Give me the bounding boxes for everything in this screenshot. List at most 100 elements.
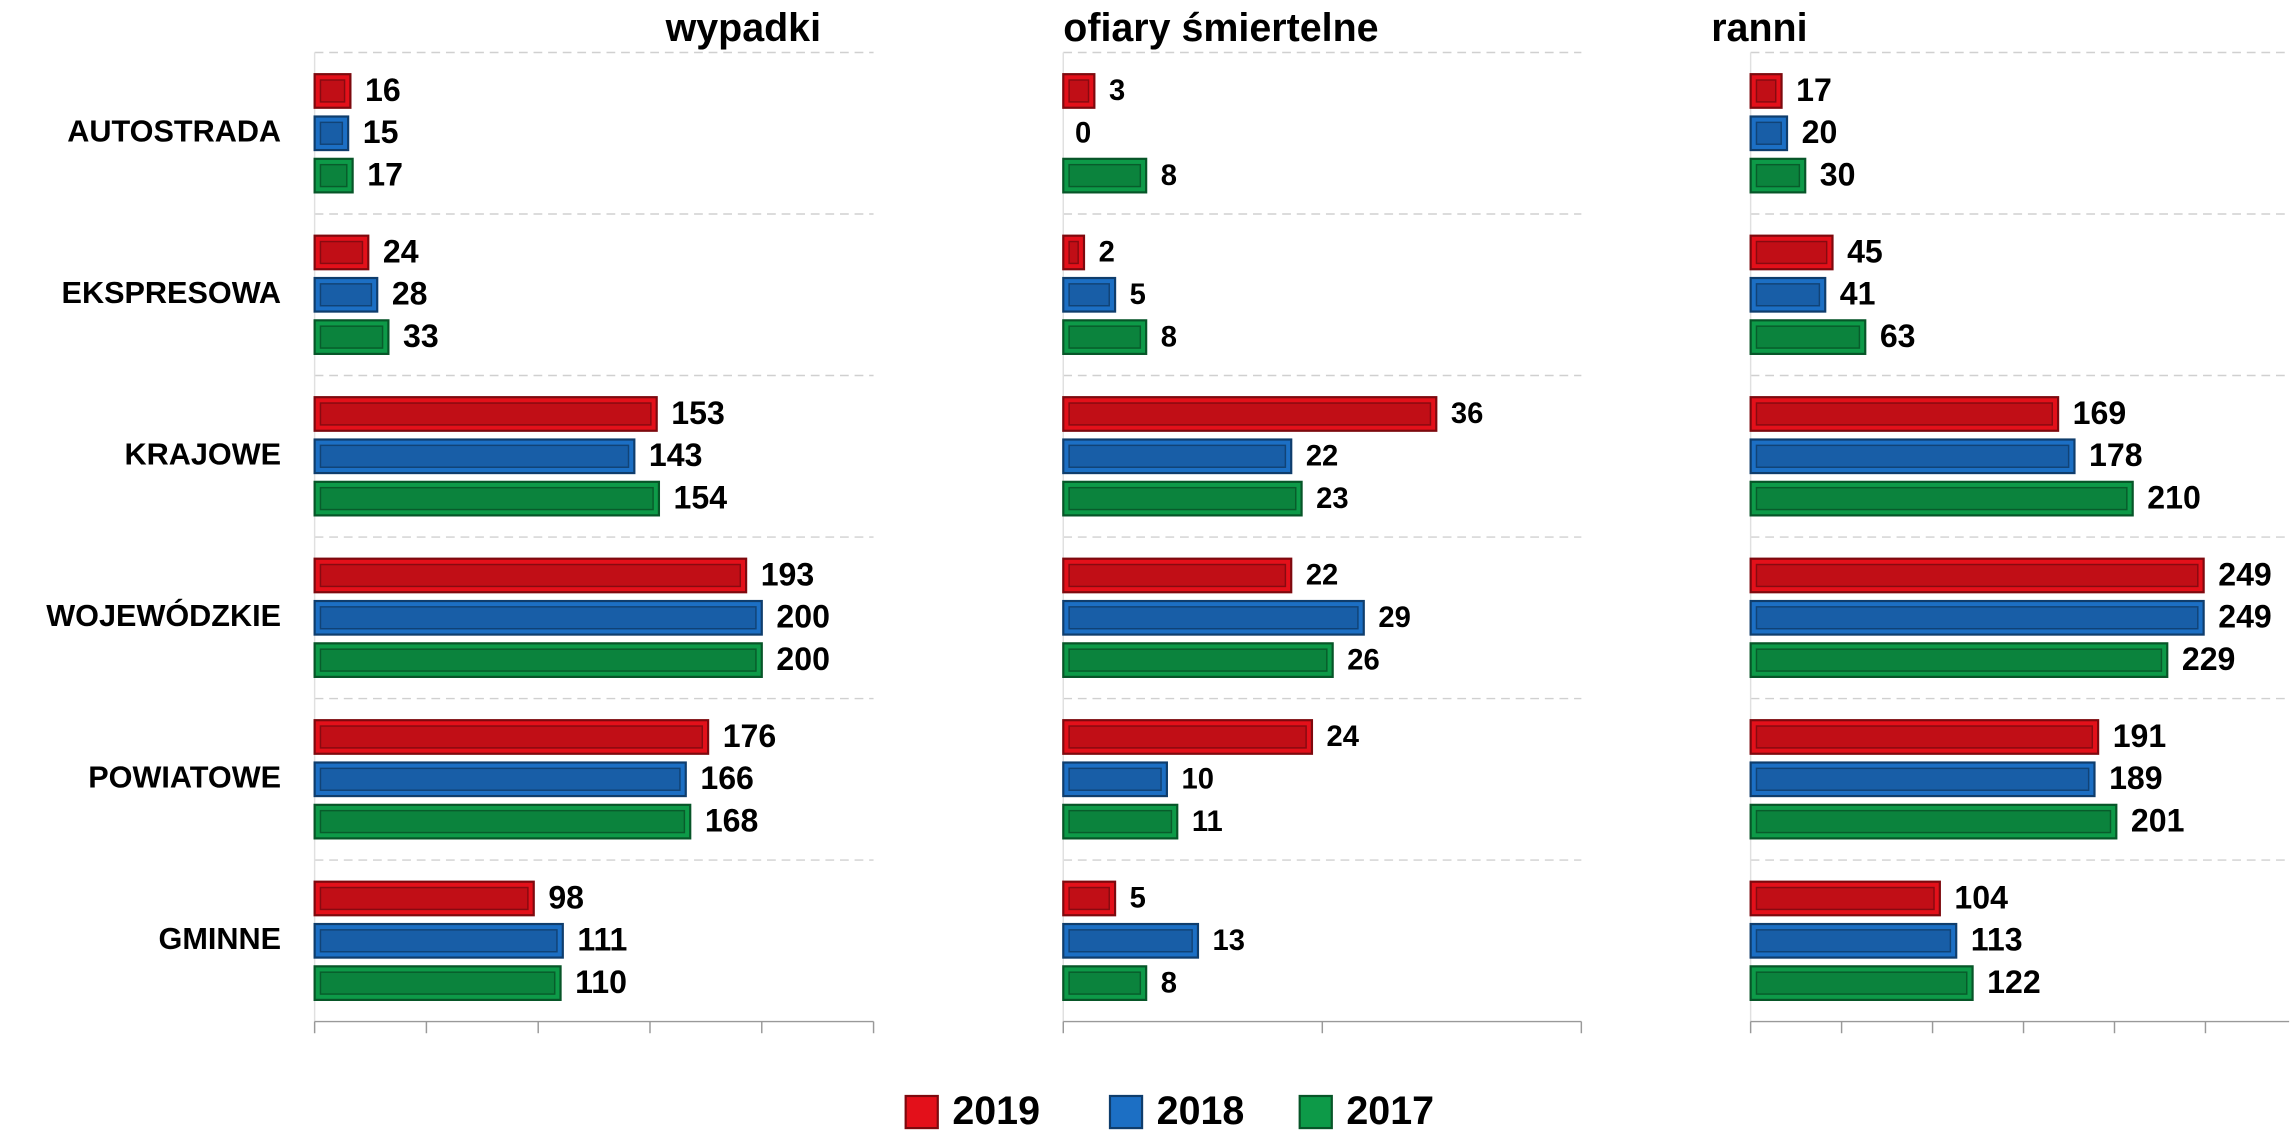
bar-bevel <box>1755 563 2199 588</box>
value-label: 200 <box>776 599 830 635</box>
bar-group <box>1749 965 1974 1001</box>
legend-label: 2018 <box>1157 1089 1245 1131</box>
value-label: 249 <box>2218 599 2272 635</box>
bar-group <box>1062 438 1293 475</box>
bar-bevel <box>1068 240 1079 265</box>
bar-bevel <box>1068 606 1359 630</box>
bar-bevel <box>319 79 346 103</box>
bar-group <box>313 965 562 1001</box>
bar-group <box>313 803 692 840</box>
value-label: 17 <box>1796 72 1832 108</box>
bar-bevel <box>1068 163 1142 188</box>
bar-bevel <box>1755 809 2112 834</box>
legend-label: 2019 <box>952 1089 1040 1131</box>
bar-group <box>313 642 763 678</box>
bar-group <box>1062 157 1148 194</box>
bar-group <box>1062 480 1303 517</box>
bar-bevel <box>1068 809 1173 834</box>
value-label: 22 <box>1306 560 1338 592</box>
bar-bevel <box>319 886 529 911</box>
bar-bevel <box>1755 163 1801 188</box>
category-label: GMINNE <box>159 922 282 956</box>
value-label: 8 <box>1161 321 1177 353</box>
bar-group <box>1749 396 2060 432</box>
value-label: 143 <box>649 437 703 473</box>
category-label: EKSPRESOWA <box>62 276 282 310</box>
bar-bevel <box>319 240 364 265</box>
legend-swatch <box>904 1094 939 1130</box>
bar-bevel <box>319 929 558 953</box>
value-label: 29 <box>1378 602 1410 634</box>
value-label: 201 <box>2131 803 2185 839</box>
value-label: 111 <box>577 922 627 958</box>
bar-group <box>313 115 350 152</box>
value-label: 8 <box>1161 967 1177 999</box>
bar-group <box>1749 234 1834 271</box>
value-label: 154 <box>674 480 728 516</box>
value-label: 30 <box>1820 157 1856 193</box>
bar-bevel <box>1755 402 2053 426</box>
value-label: 104 <box>1954 879 2008 915</box>
legend-swatch <box>1298 1094 1333 1130</box>
bar-bevel <box>319 563 742 588</box>
category-label: POWIATOWE <box>88 760 281 794</box>
bar-bevel <box>1068 767 1162 791</box>
value-label: 11 <box>1192 806 1223 838</box>
bar-bevel <box>1755 121 1782 145</box>
bar-group <box>1062 880 1117 917</box>
bar-group <box>1062 719 1314 755</box>
bar-group <box>313 480 661 517</box>
bar-group <box>1749 480 2134 517</box>
bar-bevel <box>1755 486 2128 511</box>
value-label: 122 <box>1987 964 2041 1000</box>
bar-group <box>1749 599 2205 636</box>
value-label: 153 <box>671 395 725 431</box>
bar-group <box>1749 115 1789 152</box>
value-label: 229 <box>2182 641 2236 677</box>
bar-bevel <box>1755 240 1828 265</box>
bar-bevel <box>319 648 757 672</box>
value-label: 63 <box>1880 318 1916 354</box>
bar-bevel <box>319 486 654 511</box>
bar-group <box>313 599 763 636</box>
bar-group <box>1749 157 1807 194</box>
bar-group <box>1062 73 1096 109</box>
value-label: 10 <box>1181 763 1213 795</box>
value-label: 3 <box>1109 75 1125 107</box>
bar-group <box>1062 922 1200 959</box>
value-label: 110 <box>575 964 627 1000</box>
bar-group <box>313 557 748 594</box>
category-label: KRAJOWE <box>125 437 282 471</box>
bar-group <box>1062 761 1168 798</box>
bar-group <box>313 438 636 475</box>
bar-group <box>1062 396 1438 432</box>
value-label: 13 <box>1213 925 1245 957</box>
value-label: 24 <box>1327 721 1360 753</box>
bar-group <box>1749 438 2076 475</box>
bar-bevel <box>319 325 384 349</box>
bar-bevel <box>1068 402 1432 426</box>
value-label: 210 <box>2147 480 2201 516</box>
bar-group <box>1062 965 1148 1001</box>
value-label: 17 <box>367 157 403 193</box>
value-label: 24 <box>383 233 419 269</box>
bar-bevel <box>1755 79 1777 103</box>
bar-bevel <box>1068 886 1110 911</box>
bar-bevel <box>319 444 630 468</box>
value-label: 8 <box>1161 160 1177 192</box>
value-label: 5 <box>1130 279 1146 311</box>
value-label: 249 <box>2218 556 2272 592</box>
value-label: 15 <box>363 114 399 150</box>
bar-group <box>1749 880 1941 917</box>
bar-group <box>1062 557 1293 594</box>
legend-label: 2017 <box>1346 1089 1434 1131</box>
bar-bevel <box>319 283 373 307</box>
value-label: 23 <box>1316 483 1348 515</box>
bar-bevel <box>1068 486 1297 511</box>
bar-group <box>313 719 710 755</box>
bar-group <box>1062 234 1086 271</box>
value-label: 22 <box>1306 440 1338 472</box>
bar-group <box>313 880 535 917</box>
bar-group <box>313 276 379 313</box>
